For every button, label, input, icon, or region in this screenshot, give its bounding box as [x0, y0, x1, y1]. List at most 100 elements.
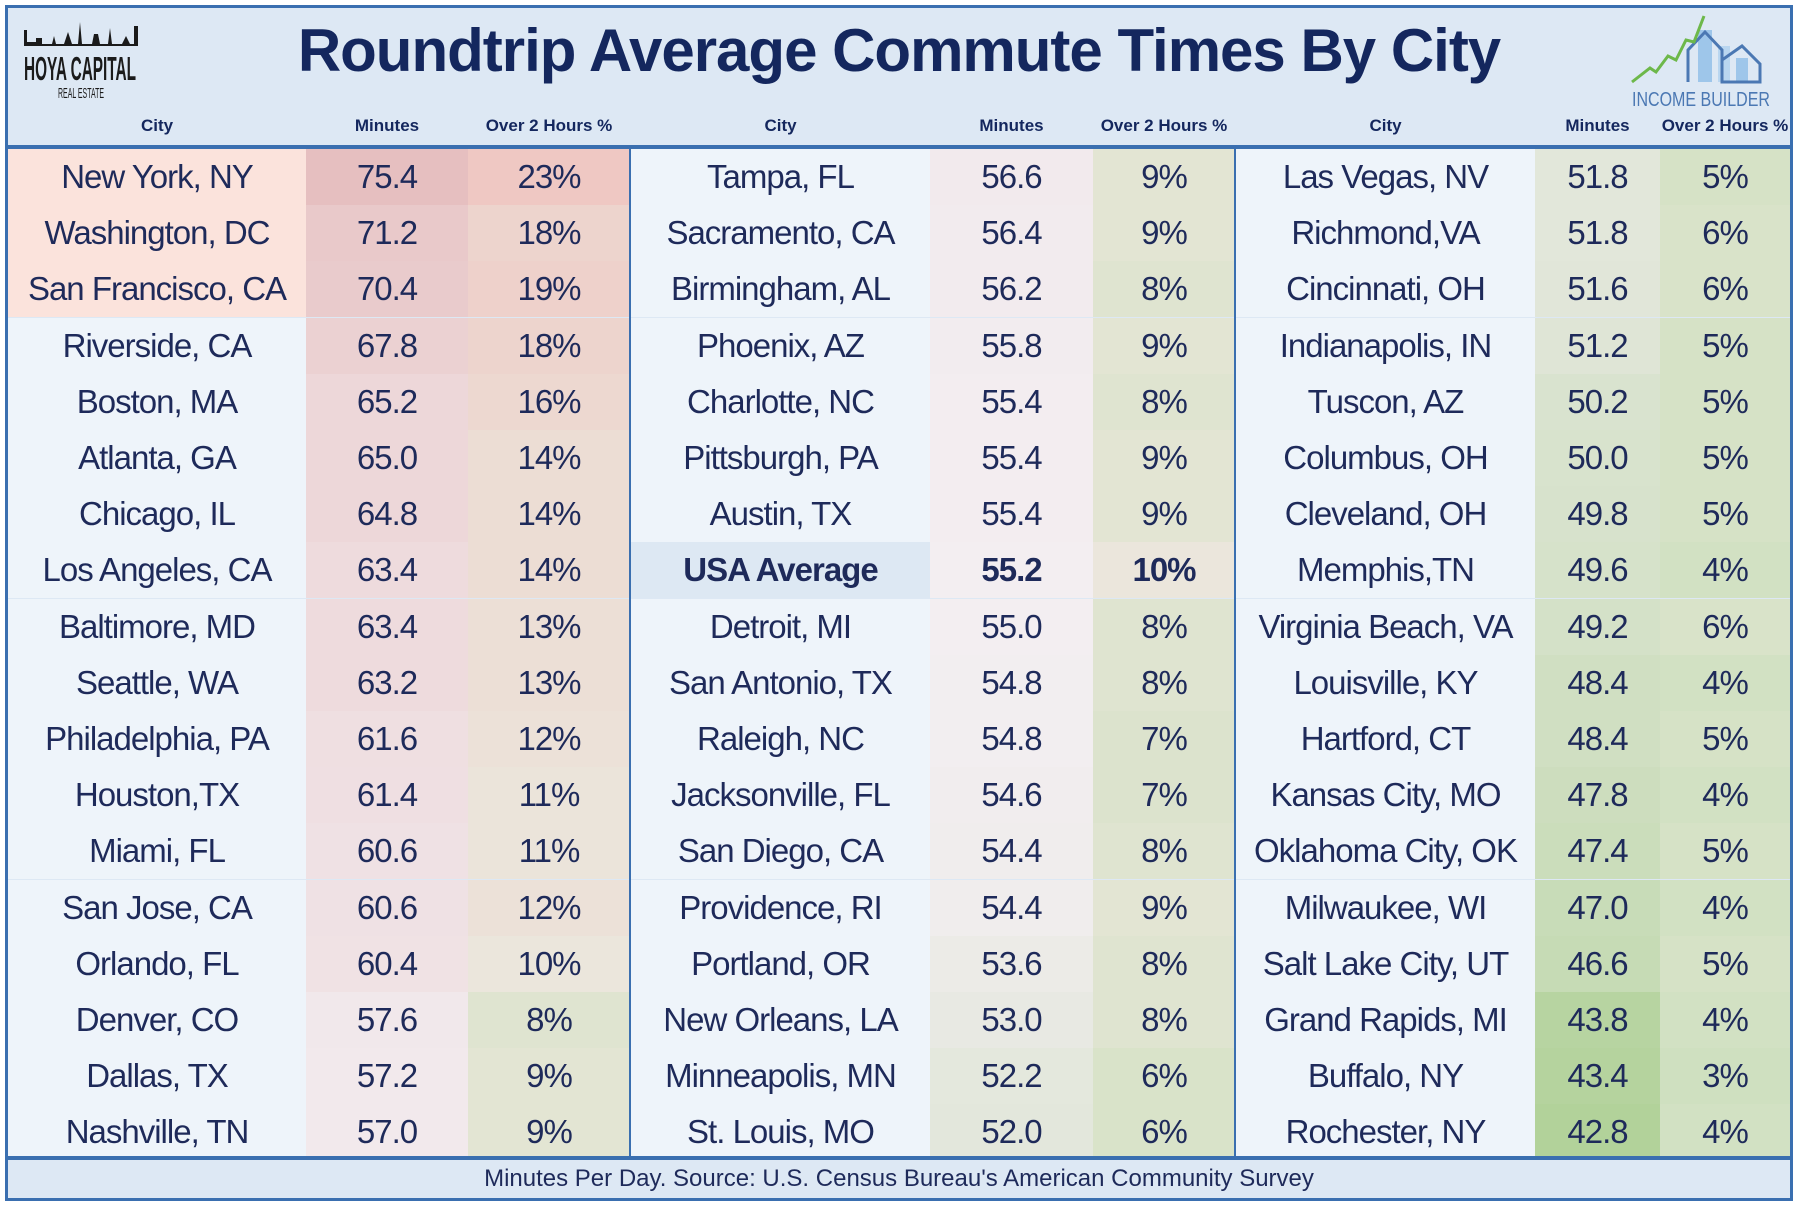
city-cell: Orlando, FL	[8, 935, 306, 992]
table-row: Grand Rapids, MI 43.8 4%	[8, 992, 1790, 1048]
over-2-hours-cell: 10%	[468, 935, 630, 992]
minutes-cell: 43.4	[1535, 1048, 1660, 1105]
minutes-cell: 54.4	[930, 823, 1093, 880]
table-row: Washington, DC 71.2 18%	[8, 205, 1790, 262]
source-footer: Minutes Per Day. Source: U.S. Census Bur…	[8, 1156, 1790, 1198]
table-row: Oklahoma City, OK 47.4 5%	[8, 823, 1790, 880]
table-row: Minneapolis, MN 52.2 6%	[8, 1048, 1790, 1105]
over-2-hours-cell: 13%	[468, 598, 630, 655]
over-2-hours-cell: 8%	[1093, 373, 1235, 430]
city-cell: Cleveland, OH	[1236, 486, 1535, 543]
table-row: Rochester, NY 42.8 4%	[8, 1104, 1790, 1161]
over-2-hours-cell: 18%	[468, 317, 630, 374]
city-cell: Austin, TX	[631, 486, 930, 543]
table-row: San Jose, CA 60.6 12%	[8, 879, 1790, 936]
over-2-hours-cell: 4%	[1660, 1104, 1790, 1161]
over-2-hours-cell: 14%	[468, 430, 630, 486]
over-2-hours-cell: 5%	[1660, 935, 1790, 992]
minutes-cell: 49.8	[1535, 486, 1660, 543]
city-cell: Minneapolis, MN	[631, 1048, 930, 1105]
minutes-cell: 49.2	[1535, 598, 1660, 655]
table-row: Columbus, OH 50.0 5%	[8, 430, 1790, 486]
table-row: Birmingham, AL 56.2 8%	[8, 261, 1790, 318]
city-cell: Seattle, WA	[8, 654, 306, 711]
table-row: Kansas City, MO 47.8 4%	[8, 767, 1790, 824]
minutes-cell: 67.8	[306, 317, 468, 374]
city-cell: Tuscon, AZ	[1236, 373, 1535, 430]
over-2-hours-cell: 9%	[468, 1104, 630, 1161]
city-cell: Tampa, FL	[631, 149, 930, 205]
minutes-cell: 57.6	[306, 992, 468, 1048]
over-2-hours-cell: 5%	[1660, 373, 1790, 430]
over-2-hours-cell: 9%	[1093, 486, 1235, 543]
table-row: Phoenix, AZ 55.8 9%	[8, 317, 1790, 374]
city-cell: Raleigh, NC	[631, 711, 930, 767]
city-cell: Pittsburgh, PA	[631, 430, 930, 486]
over-2-hours-cell: 6%	[1093, 1048, 1235, 1105]
city-cell: San Francisco, CA	[8, 261, 306, 318]
over-2-hours-cell: 5%	[1660, 486, 1790, 543]
over-2-hours-cell: 14%	[468, 542, 630, 599]
city-cell: Hartford, CT	[1236, 711, 1535, 767]
column-header-city: City	[764, 116, 797, 135]
table-row: Pittsburgh, PA 55.4 9%	[8, 430, 1790, 486]
over-2-hours-cell: 12%	[468, 711, 630, 767]
table-row: Tampa, FL 56.6 9%	[8, 149, 1790, 205]
minutes-cell: 55.4	[930, 430, 1093, 486]
minutes-cell: 55.4	[930, 373, 1093, 430]
over-2-hours-cell: 5%	[1660, 317, 1790, 374]
minutes-cell: 70.4	[306, 261, 468, 318]
minutes-cell: 65.0	[306, 430, 468, 486]
city-cell: Baltimore, MD	[8, 598, 306, 655]
column-header-minutes: Minutes	[1565, 116, 1630, 135]
city-cell: Dallas, TX	[8, 1048, 306, 1105]
table-row: Indianapolis, IN 51.2 5%	[8, 317, 1790, 374]
minutes-cell: 42.8	[1535, 1104, 1660, 1161]
table-row: Tuscon, AZ 50.2 5%	[8, 373, 1790, 430]
table-row: Denver, CO 57.6 8%	[8, 992, 1790, 1048]
over-2-hours-cell: 5%	[1660, 430, 1790, 486]
city-cell: Columbus, OH	[1236, 430, 1535, 486]
table-row: St. Louis, MO 52.0 6%	[8, 1104, 1790, 1161]
over-2-hours-cell: 8%	[1093, 654, 1235, 711]
table-row: Cincinnati, OH 51.6 6%	[8, 261, 1790, 318]
city-cell: Washington, DC	[8, 205, 306, 262]
city-cell: Phoenix, AZ	[631, 317, 930, 374]
commute-table: HOYA CAPITAL REAL ESTATE Roundtrip Avera…	[5, 5, 1793, 1201]
over-2-hours-cell: 6%	[1660, 598, 1790, 655]
city-cell: Los Angeles, CA	[8, 542, 306, 599]
over-2-hours-cell: 9%	[1093, 205, 1235, 262]
city-cell: Indianapolis, IN	[1236, 317, 1535, 374]
table-row: Dallas, TX 57.2 9%	[8, 1048, 1790, 1105]
over-2-hours-cell: 8%	[1093, 992, 1235, 1048]
city-cell: Milwaukee, WI	[1236, 879, 1535, 936]
city-cell: Charlotte, NC	[631, 373, 930, 430]
city-cell: Salt Lake City, UT	[1236, 935, 1535, 992]
over-2-hours-cell: 8%	[1093, 935, 1235, 992]
minutes-cell: 52.2	[930, 1048, 1093, 1105]
city-cell: USA Average	[631, 542, 930, 599]
minutes-cell: 71.2	[306, 205, 468, 262]
table-row: Raleigh, NC 54.8 7%	[8, 711, 1790, 767]
over-2-hours-cell: 3%	[1660, 1048, 1790, 1105]
minutes-cell: 61.4	[306, 767, 468, 824]
table-row: Buffalo, NY 43.4 3%	[8, 1048, 1790, 1105]
minutes-cell: 57.0	[306, 1104, 468, 1161]
city-cell: Nashville, TN	[8, 1104, 306, 1161]
city-cell: Miami, FL	[8, 823, 306, 880]
over-2-hours-cell: 8%	[1093, 598, 1235, 655]
table-row: San Diego, CA 54.4 8%	[8, 823, 1790, 880]
minutes-cell: 51.8	[1535, 205, 1660, 262]
minutes-cell: 55.8	[930, 317, 1093, 374]
over-2-hours-cell: 11%	[468, 767, 630, 824]
table-header: HOYA CAPITAL REAL ESTATE Roundtrip Avera…	[8, 8, 1790, 149]
table-row: San Francisco, CA 70.4 19%	[8, 261, 1790, 318]
over-2-hours-cell: 5%	[1660, 149, 1790, 205]
minutes-cell: 63.2	[306, 654, 468, 711]
city-cell: Houston,TX	[8, 767, 306, 824]
city-cell: Las Vegas, NV	[1236, 149, 1535, 205]
over-2-hours-cell: 23%	[468, 149, 630, 205]
over-2-hours-cell: 13%	[468, 654, 630, 711]
table-row: Nashville, TN 57.0 9%	[8, 1104, 1790, 1161]
table-row: New Orleans, LA 53.0 8%	[8, 992, 1790, 1048]
